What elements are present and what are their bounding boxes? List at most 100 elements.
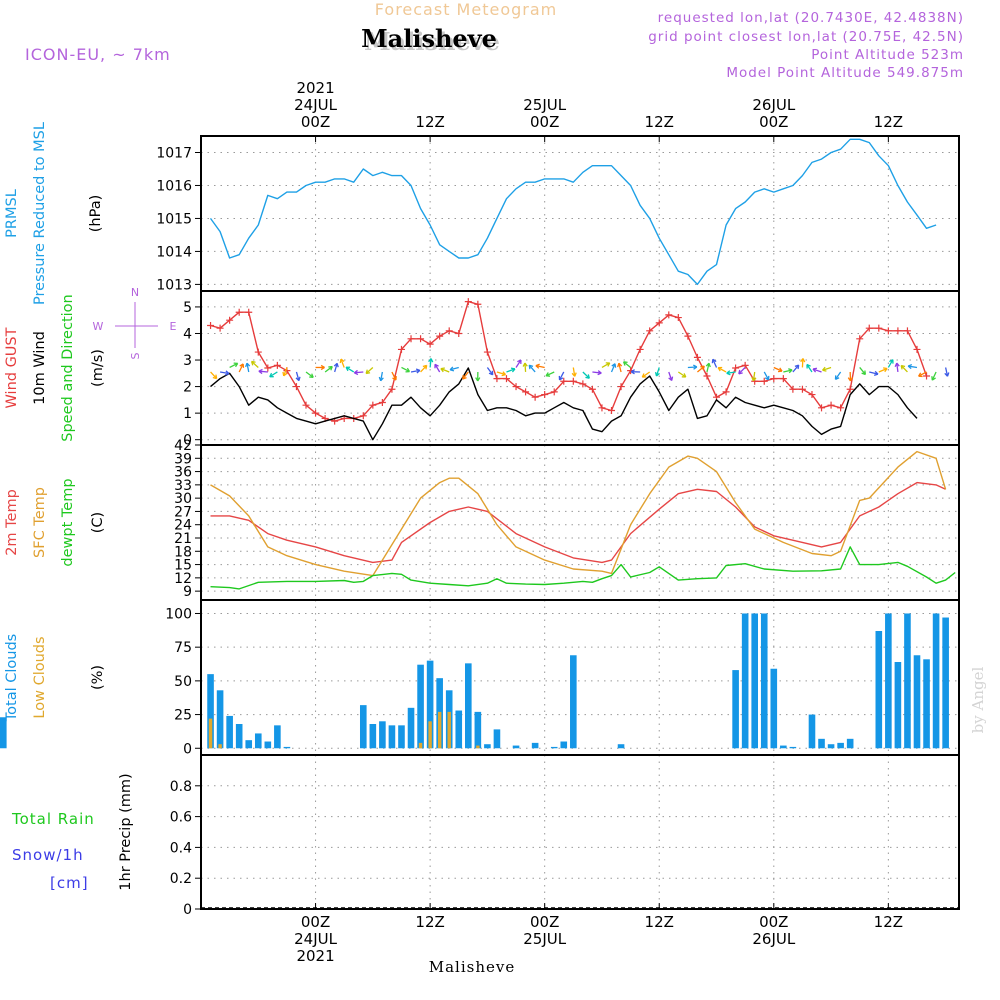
wind-arrow-head <box>907 363 913 370</box>
wind-arrow-head <box>931 376 936 381</box>
wind-arrow <box>812 368 822 373</box>
compass-label: S <box>129 352 142 359</box>
wind-arrow <box>558 371 565 381</box>
wind-arrow-head <box>861 370 867 376</box>
total-cloud-bar <box>245 740 253 749</box>
precipitation-ytick-label: 0.4 <box>170 840 192 856</box>
top-time-label: 12Z <box>415 113 444 131</box>
wind-arrow <box>410 369 421 373</box>
model-altitude: Model Point Altitude 549.875m <box>726 65 964 81</box>
wind-arrow-head <box>738 369 743 375</box>
gust-marker <box>216 324 224 332</box>
gust-marker <box>894 327 902 335</box>
pressure-ytick-label: 1016 <box>156 178 192 194</box>
top-time-label: 2021 <box>296 79 334 97</box>
gust-marker <box>474 300 482 308</box>
bottom-time-label: 00Z <box>759 913 788 931</box>
gust-marker <box>388 385 396 393</box>
gust-marker <box>684 332 692 340</box>
pressure-ytick-label: 1017 <box>156 145 192 161</box>
watermark: by Angel <box>969 666 987 733</box>
gust-marker <box>865 324 873 332</box>
wind-arrow-head <box>522 362 528 367</box>
wind-arrow-head <box>558 375 564 381</box>
gust-marker <box>846 385 854 393</box>
gust-marker <box>483 348 491 356</box>
wind-arrow-head <box>295 376 301 382</box>
clouds-ytick-label: 100 <box>165 606 192 622</box>
top-time-label: 00Z <box>301 113 330 131</box>
gust-marker <box>665 311 673 319</box>
bottom-time-label: 24JUL <box>294 930 337 948</box>
total-cloud-bar <box>493 729 501 749</box>
gust-marker <box>369 401 377 409</box>
wind-arrow <box>462 371 469 380</box>
wind-frame <box>200 290 960 446</box>
wind-arrow-head <box>705 362 711 368</box>
clouds-ytick-label: 75 <box>174 640 192 656</box>
total-cloud-bar <box>216 690 224 749</box>
bottom-time-label: 25JUL <box>523 930 566 948</box>
wind-arrow <box>238 363 244 373</box>
total-cloud-bar <box>254 733 262 749</box>
wind-arrow <box>401 366 410 373</box>
wind-arrow-head <box>944 372 950 377</box>
wind-arrow <box>305 371 314 378</box>
temperature-ylabel: SFC Temp <box>32 487 48 558</box>
wind-arrow <box>773 366 783 372</box>
wind-arrow-head <box>622 361 628 366</box>
wind-arrow-head <box>510 367 516 373</box>
gust-marker <box>550 388 558 396</box>
low-cloud-bar <box>208 718 213 749</box>
gust-marker <box>923 372 931 380</box>
total-cloud-bar <box>550 746 558 749</box>
top-time-label: 12Z <box>874 113 903 131</box>
wind-arrow-head <box>440 367 445 373</box>
gust-marker <box>264 364 272 372</box>
gust-marker <box>732 364 740 372</box>
gust-marker <box>808 391 816 399</box>
temperature-ytick-label: 42 <box>174 438 192 454</box>
wind-arrow-head <box>571 372 577 377</box>
total-cloud-bar <box>426 660 434 749</box>
total-cloud-bar <box>531 742 539 749</box>
gust-marker <box>588 385 596 393</box>
wind-arrow-head <box>751 376 757 382</box>
wind-arrow-head <box>462 375 467 380</box>
wind-arrow <box>380 371 384 381</box>
gust-marker <box>292 383 300 391</box>
gust-marker <box>445 327 453 335</box>
wind-arrow <box>354 371 364 374</box>
wind-arrow-head <box>847 377 853 382</box>
gust-marker <box>798 385 806 393</box>
precipitation-ytick-label: 0.8 <box>170 779 192 795</box>
total-cloud-bar <box>283 746 291 749</box>
total-cloud-bar <box>274 725 281 749</box>
wind-arrow-head <box>528 364 534 370</box>
total-cloud-bar <box>512 745 520 749</box>
wind-arrow-head <box>822 366 827 372</box>
wind-arrow-head <box>726 370 731 376</box>
wind-arrow-head <box>422 364 428 370</box>
gust-marker <box>722 388 730 396</box>
gust-marker <box>789 385 797 393</box>
pressure-ylabel: PRMSL <box>4 189 20 238</box>
bottom-time-label: 26JUL <box>752 930 795 948</box>
location-title: Malisheve <box>361 24 497 53</box>
wind-arrow-head <box>717 366 723 372</box>
gust-marker <box>770 375 778 383</box>
wind-arrow-head <box>597 370 602 376</box>
wind-arrow <box>726 371 736 374</box>
gust-marker <box>598 404 606 412</box>
wind-arrow-head <box>545 372 551 377</box>
wind-arrow <box>219 371 230 375</box>
total-cloud-bar <box>474 711 482 749</box>
wind-arrow <box>908 365 918 369</box>
gust-marker <box>407 335 415 343</box>
temperature-ylabel: (C) <box>90 512 106 533</box>
gust-marker <box>531 393 539 401</box>
pressure-ylabel: (hPa) <box>88 195 104 232</box>
wind-arrow-head <box>245 362 251 368</box>
precip-side-label: Total Rain <box>11 810 95 828</box>
precipitation-ytick-label: 0.2 <box>170 871 192 887</box>
